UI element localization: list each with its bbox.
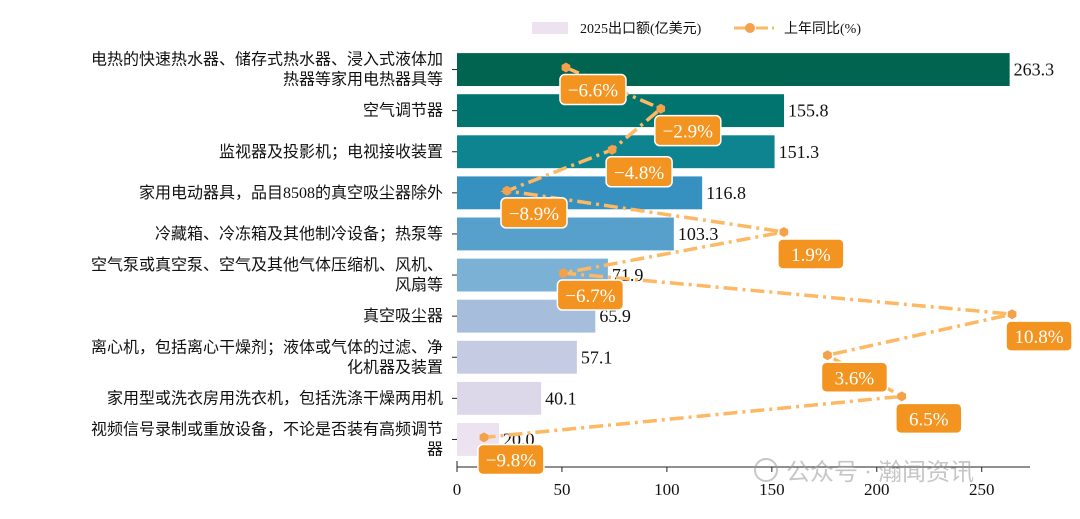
bar-value-label: 40.1 xyxy=(545,388,577,408)
watermark: 公众号 · 瀚闻资讯 xyxy=(754,458,974,486)
bar xyxy=(457,381,542,415)
yoy-label-box xyxy=(777,238,845,270)
category-label: 冷藏箱、冷冻箱及其他制冷设备；热泵等 xyxy=(155,225,443,243)
category-label: 离心机，包括离心干燥剂；液体或气体的过滤、净化机器及装置 xyxy=(91,338,443,376)
category-label: 家用型或洗衣房用洗衣机，包括洗涤干燥两用机 xyxy=(107,389,443,407)
yoy-label: −2.9% xyxy=(663,122,713,143)
yoy-label-box xyxy=(556,279,625,311)
x-axis: 0 50 100 150 200 250 xyxy=(453,461,1030,499)
yoy-label-box xyxy=(477,443,545,476)
bar-value-label: 263.3 xyxy=(1014,60,1054,80)
legend-line-marker xyxy=(745,23,755,33)
bar-value-label: 103.3 xyxy=(678,224,719,244)
category-label: 空气调节器 xyxy=(363,102,443,120)
yoy-label: −6.7% xyxy=(565,286,615,307)
x-tick-label: 200 xyxy=(864,480,890,499)
category-label: 真空吸尘器 xyxy=(363,307,443,325)
yoy-marker xyxy=(559,268,568,279)
yoy-label-box xyxy=(820,361,889,393)
yoy-label-box xyxy=(895,402,963,435)
yoy-label-box xyxy=(654,114,722,147)
yoy-label: 1.9% xyxy=(791,245,831,266)
bars-group: 263.3155.8151.3116.8103.371.965.957.140.… xyxy=(457,53,1054,456)
category-label: 家用电动器具，品目8508的真空吸尘器除外 xyxy=(139,184,443,202)
category-label: 监视器及投影机；电视接收装置 xyxy=(219,143,443,161)
bar-value-label: 65.9 xyxy=(599,306,631,326)
yoy-marker xyxy=(779,227,789,237)
yoy-marker xyxy=(561,62,571,73)
wechat-icon xyxy=(754,458,778,482)
x-tick-label: 250 xyxy=(969,480,995,499)
yoy-marker xyxy=(479,432,489,443)
category-label: 电热的快速热水器、储存式热水器、浸入式液体加热器等家用电热器具等 xyxy=(91,51,443,89)
yoy-marker xyxy=(897,391,907,402)
yoy-marker xyxy=(823,350,832,361)
yoy-marker xyxy=(656,103,666,114)
category-label: 空气泵或真空泵、空气及其他气体压缩机、风机、风扇等 xyxy=(91,256,443,294)
yoy-label: 3.6% xyxy=(835,368,875,389)
yoy-label-box xyxy=(1005,320,1073,352)
yoy-marker xyxy=(1007,309,1017,320)
legend-bar-label: 2025出口额(亿美元) xyxy=(580,21,702,37)
yoy-label: −9.8% xyxy=(486,450,536,471)
bar-value-label: 151.3 xyxy=(779,142,820,162)
yoy-marker xyxy=(502,185,512,196)
bar-value-label: 116.8 xyxy=(706,183,746,203)
yoy-label-box xyxy=(500,197,568,229)
x-tick-label: 150 xyxy=(759,480,785,499)
yoy-label-box xyxy=(559,73,627,106)
yoy-label: 10.8% xyxy=(1015,327,1064,348)
x-tick-label: 100 xyxy=(654,480,680,499)
yoy-marker xyxy=(607,144,617,155)
watermark-text: 公众号 · 瀚闻资讯 xyxy=(786,459,974,486)
yoy-label: 6.5% xyxy=(909,409,949,430)
yoy-label: −6.6% xyxy=(568,81,618,102)
x-tick-label: 50 xyxy=(553,480,570,499)
yoy-label: −8.9% xyxy=(509,204,559,225)
legend-bar-swatch xyxy=(532,22,568,34)
bar xyxy=(457,340,577,374)
legend: 2025出口额(亿美元) 上年同比(%) xyxy=(532,21,861,37)
yoy-line-group: −6.6% −2.9% −4.8% −8.9% 1.9% −6.7% 10.8% 3.6% 6.… xyxy=(477,62,1073,476)
bar xyxy=(457,53,1010,86)
legend-line-label: 上年同比(%) xyxy=(784,21,861,37)
category-labels: 电热的快速热水器、储存式热水器、浸入式液体加热器等家用电热器具等空气调节器监视器… xyxy=(91,51,457,458)
category-label: 视频信号录制或重放设备，不论是否装有高频调节器 xyxy=(91,420,443,458)
x-tick-label: 0 xyxy=(453,480,462,499)
yoy-label: −4.8% xyxy=(614,163,664,184)
bar-value-label: 155.8 xyxy=(788,101,829,121)
bar-value-label: 57.1 xyxy=(581,347,613,367)
yoy-label-box xyxy=(605,156,673,188)
